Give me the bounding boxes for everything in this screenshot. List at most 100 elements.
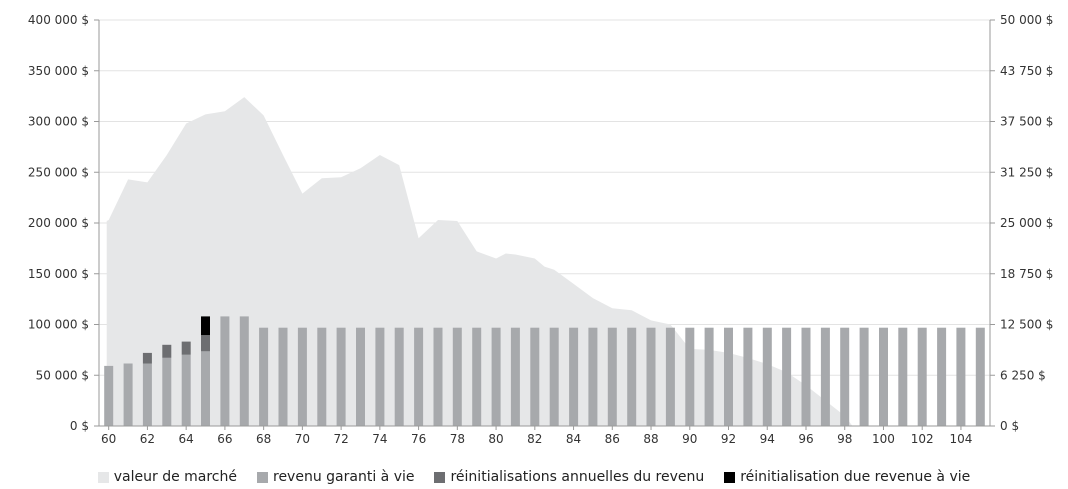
bar-annual-reset-63: [162, 344, 172, 358]
x-tick-label-68: 68: [256, 432, 271, 446]
right-tick-label-5: 31 250 $: [1000, 165, 1053, 179]
bar-guaranteed-income-70: [297, 327, 307, 426]
bar-guaranteed-income-87: [627, 327, 637, 426]
bar-guaranteed-income-93: [743, 327, 753, 426]
bar-guaranteed-income-90: [685, 327, 695, 426]
legend-label-reset-due: réinitialisation due revenue à vie: [740, 469, 971, 485]
bar-guaranteed-income-84: [569, 327, 579, 426]
x-tick-label-98: 98: [837, 432, 852, 446]
bar-guaranteed-income-83: [549, 327, 559, 426]
x-tick-label-104: 104: [949, 432, 972, 446]
bar-guaranteed-income-95: [782, 327, 792, 426]
legend-swatch-market-value: [97, 471, 109, 483]
left-tick-label-2: 100 000 $: [28, 318, 89, 332]
x-tick-label-76: 76: [411, 432, 426, 446]
bar-guaranteed-income-82: [530, 327, 540, 426]
bar-annual-reset-64: [181, 341, 191, 355]
bar-guaranteed-income-72: [336, 327, 346, 426]
left-tick-label-8: 400 000 $: [28, 13, 89, 27]
legend-swatch-reset-due: [724, 471, 736, 483]
bar-guaranteed-income-88: [646, 327, 656, 426]
left-tick-label-3: 150 000 $: [28, 267, 89, 281]
bar-guaranteed-income-103: [937, 327, 947, 426]
x-tick-label-86: 86: [605, 432, 620, 446]
x-tick-label-66: 66: [217, 432, 232, 446]
left-tick-label-5: 250 000 $: [28, 165, 89, 179]
x-tick-label-80: 80: [488, 432, 503, 446]
bar-guaranteed-income-71: [317, 327, 327, 426]
x-axis-ticks: 60 62 64 66 68 70 72 74 76 78 80 82 84 86 88 90 92 94 96 98…: [101, 426, 972, 446]
bar-guaranteed-income-97: [820, 327, 830, 426]
x-tick-label-64: 64: [179, 432, 194, 446]
right-tick-label-8: 50 000 $: [1000, 13, 1053, 27]
legend-item-reset-due: réinitialisation due revenue à vie: [724, 466, 970, 488]
bar-guaranteed-income-74: [375, 327, 385, 426]
bars-layer: [104, 316, 985, 426]
x-tick-label-70: 70: [295, 432, 310, 446]
bar-guaranteed-income-67: [239, 316, 249, 426]
x-tick-label-92: 92: [721, 432, 736, 446]
right-tick-label-7: 43 750 $: [1000, 64, 1053, 78]
bar-guaranteed-income-78: [452, 327, 462, 426]
bar-guaranteed-income-64: [181, 354, 191, 426]
x-tick-label-88: 88: [643, 432, 658, 446]
bar-guaranteed-income-85: [588, 327, 598, 426]
bar-guaranteed-income-63: [162, 357, 172, 426]
bar-guaranteed-income-92: [724, 327, 733, 426]
bar-guaranteed-income-66: [220, 316, 230, 426]
x-tick-label-62: 62: [140, 432, 155, 446]
right-tick-label-0: 0 $: [1000, 419, 1019, 433]
left-tick-label-4: 200 000 $: [28, 216, 89, 230]
x-tick-label-78: 78: [450, 432, 465, 446]
x-tick-label-60: 60: [101, 432, 116, 446]
legend: valeur de marché revenu garanti à vie ré…: [0, 466, 1068, 488]
bar-guaranteed-income-79: [472, 327, 482, 426]
x-tick-label-96: 96: [798, 432, 813, 446]
x-tick-label-94: 94: [760, 432, 775, 446]
right-tick-label-4: 25 000 $: [1000, 216, 1053, 230]
legend-item-annual-resets: réinitialisations annuelles du revenu: [434, 466, 704, 488]
left-tick-label-0: 0 $: [70, 419, 89, 433]
legend-swatch-annual-resets: [434, 471, 446, 483]
left-tick-label-7: 350 000 $: [28, 64, 89, 78]
x-tick-label-74: 74: [372, 432, 387, 446]
right-tick-label-3: 18 750 $: [1000, 267, 1053, 281]
legend-item-guaranteed-income: revenu garanti à vie: [257, 466, 414, 488]
bar-guaranteed-income-105: [975, 327, 985, 426]
bar-guaranteed-income-96: [801, 327, 811, 426]
legend-item-market-value: valeur de marché: [97, 466, 237, 488]
bar-annual-reset-62: [142, 352, 152, 364]
bar-guaranteed-income-91: [704, 327, 714, 426]
x-tick-label-84: 84: [566, 432, 581, 446]
bar-annual-reset-65: [201, 335, 210, 352]
x-tick-label-90: 90: [682, 432, 697, 446]
left-tick-label-6: 300 000 $: [28, 115, 89, 129]
bar-guaranteed-income-89: [665, 327, 675, 426]
bar-guaranteed-income-76: [414, 327, 424, 426]
left-tick-label-1: 50 000 $: [36, 368, 89, 382]
legend-label-market-value: valeur de marché: [113, 469, 237, 485]
bar-guaranteed-income-98: [840, 327, 850, 426]
right-tick-label-2: 12 500 $: [1000, 318, 1053, 332]
bar-guaranteed-income-102: [917, 327, 927, 426]
legend-label-annual-resets: réinitialisations annuelles du revenu: [450, 469, 705, 485]
bar-guaranteed-income-99: [859, 327, 869, 426]
bar-guaranteed-income-75: [394, 327, 404, 426]
bar-guaranteed-income-68: [259, 327, 269, 426]
bar-guaranteed-income-101: [898, 327, 908, 426]
x-tick-label-82: 82: [527, 432, 542, 446]
bar-guaranteed-income-100: [879, 327, 888, 426]
x-tick-label-100: 100: [872, 432, 895, 446]
legend-swatch-guaranteed-income: [257, 471, 268, 483]
bar-guaranteed-income-61: [123, 363, 133, 426]
bar-guaranteed-income-73: [356, 327, 365, 426]
bar-guaranteed-income-104: [956, 327, 966, 426]
bar-guaranteed-income-94: [762, 327, 772, 426]
bar-guaranteed-income-81: [510, 327, 520, 426]
bar-guaranteed-income-60: [104, 365, 114, 426]
bar-guaranteed-income-80: [491, 327, 501, 426]
right-tick-label-1: 6 250 $: [1000, 368, 1046, 382]
right-axis-ticks: 0 $ 6 250 $ 12 500 $ 18 750 $ 25 000 $ 31 250…: [990, 13, 1053, 433]
x-tick-label-102: 102: [911, 432, 934, 446]
bar-guaranteed-income-86: [607, 327, 617, 426]
